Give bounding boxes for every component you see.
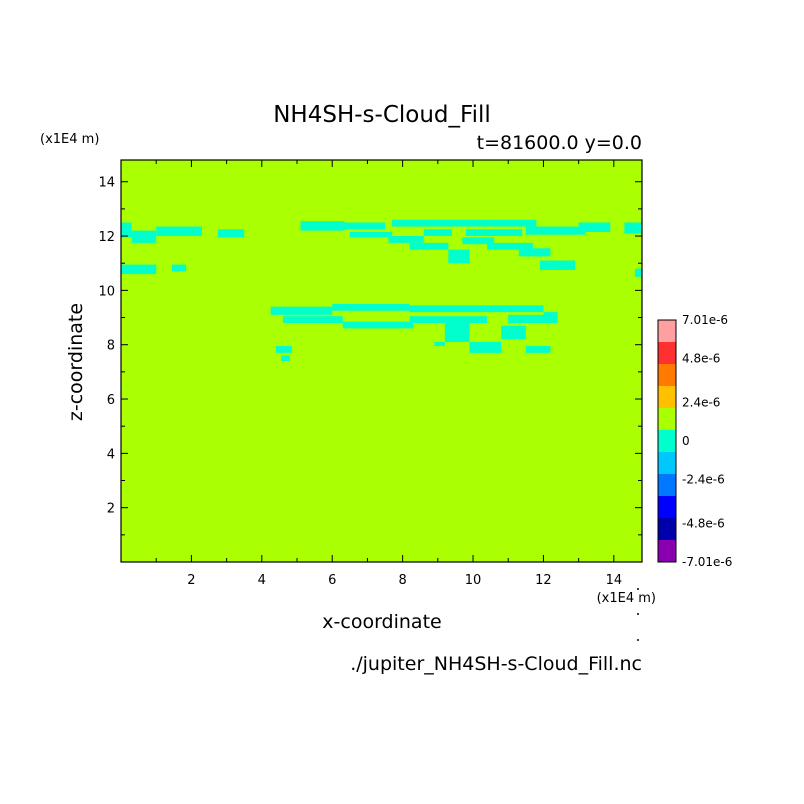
negative-region — [282, 316, 343, 323]
negative-region — [342, 321, 414, 329]
negative-region — [543, 312, 558, 318]
colorbar-label: 7.01e-6 — [682, 313, 728, 327]
colorbar-swatch — [658, 408, 676, 430]
negative-region — [270, 306, 333, 315]
negative-region — [388, 236, 424, 243]
negative-region — [156, 226, 202, 237]
negative-region — [469, 341, 502, 353]
negative-region — [465, 229, 523, 237]
y-tick-label: 2 — [107, 502, 115, 517]
x-tick-label: 14 — [606, 573, 623, 588]
colorbar-swatch — [658, 518, 676, 540]
negative-region — [539, 260, 576, 271]
negative-region — [275, 346, 292, 353]
negative-region — [332, 303, 410, 311]
negative-region — [121, 222, 132, 238]
negative-region — [508, 314, 558, 323]
corner-marks — [637, 588, 639, 641]
colorbar-swatch — [658, 496, 676, 518]
chart-subtitle: t=81600.0 y=0.0 — [477, 132, 642, 154]
source-file-label: ./jupiter_NH4SH-s-Cloud_Fill.nc — [350, 653, 642, 675]
y-axis-label: z-coordinate — [65, 303, 87, 421]
colorbar-label: -4.8e-6 — [682, 517, 725, 531]
negative-region — [501, 325, 526, 340]
axis-layer: 2 4 6 8 10 12 14 2 4 6 8 10 12 14 — [98, 159, 643, 588]
x-scale-label: (x1E4 m) — [597, 591, 656, 606]
negative-region — [131, 230, 157, 243]
negative-region — [300, 221, 345, 231]
plot-frame — [120, 159, 643, 563]
corner-mark — [637, 639, 639, 641]
colorbar-swatch — [658, 430, 676, 452]
colorbar-frame — [657, 319, 677, 563]
negative-region — [217, 229, 245, 238]
x-tick-label: 10 — [465, 573, 482, 588]
negative-region — [525, 226, 586, 235]
colorbar-swatch — [658, 320, 676, 342]
y-tick-label: 6 — [107, 393, 115, 408]
negative-region — [487, 242, 533, 250]
field-background — [121, 160, 642, 562]
negative-region — [525, 346, 551, 353]
negative-region — [409, 305, 544, 313]
colorbar-label: 2.4e-6 — [682, 396, 720, 410]
negative-region — [392, 219, 438, 227]
colorbar-swatch — [658, 342, 676, 364]
colorbar-swatch — [658, 364, 676, 386]
negative-region — [624, 222, 642, 234]
negative-region — [634, 268, 642, 277]
negative-region — [578, 222, 611, 232]
x-tick-label: 4 — [258, 573, 266, 588]
negative-region — [409, 316, 488, 323]
x-tick-label: 2 — [187, 573, 195, 588]
negative-region — [349, 231, 393, 238]
colorbar-swatch — [658, 540, 676, 562]
negative-region — [121, 264, 157, 275]
chart-title: NH4SH-s-Cloud_Fill — [273, 102, 491, 128]
colorbar-swatch — [658, 474, 676, 496]
negative-region — [344, 222, 386, 230]
x-tick-label: 6 — [328, 573, 336, 588]
colorbar: 7.01e-6 4.8e-6 2.4e-6 0 -2.4e-6 -4.8e-6 -7.01e… — [657, 313, 732, 569]
negative-region — [437, 219, 491, 227]
y-tick-label: 12 — [98, 230, 115, 245]
x-tick-label: 12 — [535, 573, 552, 588]
negative-region — [434, 341, 445, 347]
y-tick-label: 10 — [98, 284, 115, 299]
y-tick-label: 14 — [98, 176, 115, 191]
negative-region — [409, 242, 449, 250]
x-axis-label: x-coordinate — [322, 611, 441, 633]
colorbar-label: 4.8e-6 — [682, 352, 720, 366]
corner-mark — [637, 613, 639, 615]
colorbar-swatch — [658, 386, 676, 408]
negative-region — [444, 320, 470, 342]
negative-region — [490, 219, 537, 227]
colorbar-label: 0 — [682, 434, 690, 448]
negative-region — [462, 237, 495, 245]
field-layer — [121, 160, 642, 562]
corner-mark — [637, 588, 639, 590]
colorbar-label: -7.01e-6 — [682, 555, 732, 569]
negative-region — [281, 355, 290, 361]
negative-region — [172, 264, 187, 272]
colorbar-swatch — [658, 452, 676, 474]
y-tick-label: 8 — [107, 339, 115, 354]
y-tick-label: 4 — [107, 447, 115, 462]
y-scale-label: (x1E4 m) — [40, 132, 99, 147]
colorbar-label: -2.4e-6 — [682, 473, 725, 487]
x-tick-label: 8 — [398, 573, 406, 588]
negative-region — [423, 229, 452, 237]
negative-region — [448, 249, 470, 264]
negative-region — [518, 248, 551, 257]
